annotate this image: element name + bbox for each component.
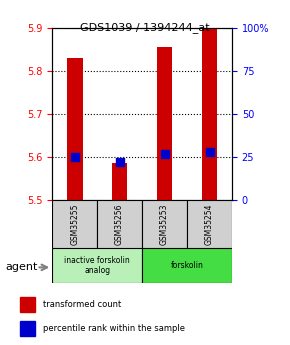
Text: GSM35254: GSM35254 <box>205 204 214 245</box>
Text: GSM35256: GSM35256 <box>115 204 124 245</box>
Point <box>162 151 167 157</box>
Text: percentile rank within the sample: percentile rank within the sample <box>43 324 185 333</box>
Bar <box>67 58 83 200</box>
FancyBboxPatch shape <box>142 248 232 283</box>
Bar <box>20 297 35 312</box>
Text: forskolin: forskolin <box>171 261 204 270</box>
Point <box>72 154 77 159</box>
Text: agent: agent <box>6 263 38 272</box>
Text: transformed count: transformed count <box>43 300 122 309</box>
Bar <box>112 164 128 200</box>
FancyBboxPatch shape <box>52 248 142 283</box>
Text: inactive forskolin
analog: inactive forskolin analog <box>64 256 130 275</box>
FancyBboxPatch shape <box>187 200 232 248</box>
Text: GSM35255: GSM35255 <box>70 204 79 245</box>
FancyBboxPatch shape <box>97 200 142 248</box>
FancyBboxPatch shape <box>142 200 187 248</box>
FancyBboxPatch shape <box>52 200 97 248</box>
Point <box>207 149 212 155</box>
Bar <box>157 47 173 200</box>
Text: GSM35253: GSM35253 <box>160 204 169 245</box>
Point <box>117 159 122 165</box>
Bar <box>20 321 35 336</box>
Bar <box>202 28 218 200</box>
Text: GDS1039 / 1394244_at: GDS1039 / 1394244_at <box>80 22 210 33</box>
